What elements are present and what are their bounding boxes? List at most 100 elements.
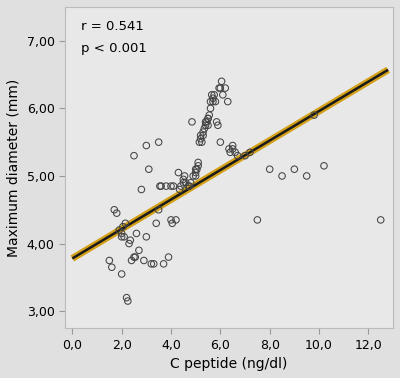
Point xyxy=(200,129,206,135)
Point xyxy=(158,183,164,189)
Point xyxy=(143,143,150,149)
Point xyxy=(183,180,189,186)
Point xyxy=(190,173,196,179)
Point xyxy=(195,160,201,166)
Point xyxy=(116,227,122,233)
Point xyxy=(143,234,150,240)
Point xyxy=(111,207,118,213)
Point xyxy=(106,257,112,263)
Point xyxy=(194,166,200,172)
Point xyxy=(126,240,132,246)
Point xyxy=(180,176,186,182)
Text: r = 0.541: r = 0.541 xyxy=(81,20,144,33)
Point xyxy=(165,254,172,260)
Point xyxy=(205,115,211,121)
Point xyxy=(181,173,188,179)
Point xyxy=(215,122,221,128)
Point xyxy=(232,149,238,155)
Point xyxy=(192,166,199,172)
Point xyxy=(304,173,310,179)
Point xyxy=(216,85,222,91)
Point xyxy=(202,122,209,128)
Point xyxy=(168,183,174,189)
Point xyxy=(247,149,253,155)
Point xyxy=(279,173,285,179)
Point xyxy=(204,119,210,125)
Point xyxy=(230,143,236,149)
Point xyxy=(173,217,179,223)
Point xyxy=(157,183,163,189)
Point xyxy=(201,125,208,132)
Point xyxy=(321,163,327,169)
Point xyxy=(123,294,130,301)
Point xyxy=(131,153,137,159)
Point xyxy=(133,231,140,237)
Point xyxy=(192,170,199,176)
Point xyxy=(214,119,220,125)
Point xyxy=(198,136,204,142)
Point xyxy=(212,99,219,105)
Text: p < 0.001: p < 0.001 xyxy=(81,42,147,55)
Point xyxy=(176,186,183,192)
Point xyxy=(138,186,145,192)
Point xyxy=(210,95,216,101)
Point xyxy=(180,180,186,186)
Point xyxy=(218,78,225,84)
Point xyxy=(118,234,125,240)
Point xyxy=(205,122,211,128)
Point xyxy=(114,210,120,216)
Point xyxy=(210,99,216,105)
Point xyxy=(132,254,138,260)
Point xyxy=(136,247,142,253)
Point xyxy=(192,173,199,179)
Point xyxy=(196,139,202,145)
Point xyxy=(163,183,169,189)
Point xyxy=(291,166,298,172)
Point xyxy=(118,231,125,237)
Point xyxy=(122,220,128,226)
Point xyxy=(131,254,137,260)
Point xyxy=(220,92,226,98)
Point xyxy=(206,112,212,118)
Point xyxy=(254,217,260,223)
Point xyxy=(168,217,174,223)
Point xyxy=(108,264,115,270)
Point xyxy=(120,224,126,230)
Point xyxy=(266,166,273,172)
Point xyxy=(141,257,147,263)
Point xyxy=(150,261,157,267)
Point xyxy=(185,183,192,189)
Point xyxy=(202,119,209,125)
Point xyxy=(121,234,127,240)
Point xyxy=(378,217,384,223)
Point xyxy=(156,207,162,213)
Point xyxy=(146,166,152,172)
Point xyxy=(211,92,217,98)
Point xyxy=(178,183,184,189)
Point xyxy=(128,257,135,263)
Point xyxy=(242,153,248,159)
Point xyxy=(188,180,194,186)
Point xyxy=(207,105,214,112)
Point xyxy=(170,183,177,189)
Point xyxy=(186,183,193,189)
Point xyxy=(234,153,241,159)
Point xyxy=(198,132,204,138)
Point xyxy=(127,237,134,243)
Point xyxy=(208,92,215,98)
Point xyxy=(217,85,224,91)
X-axis label: C peptide (ng/dl): C peptide (ng/dl) xyxy=(170,357,288,371)
Point xyxy=(118,271,125,277)
Point xyxy=(125,298,131,304)
Point xyxy=(217,139,224,145)
Point xyxy=(311,112,317,118)
Point xyxy=(199,139,205,145)
Point xyxy=(207,99,214,105)
Point xyxy=(195,163,201,169)
Point xyxy=(224,99,231,105)
Point xyxy=(169,220,176,226)
Point xyxy=(175,170,182,176)
Point xyxy=(222,85,228,91)
Point xyxy=(205,115,211,121)
Point xyxy=(148,261,154,267)
